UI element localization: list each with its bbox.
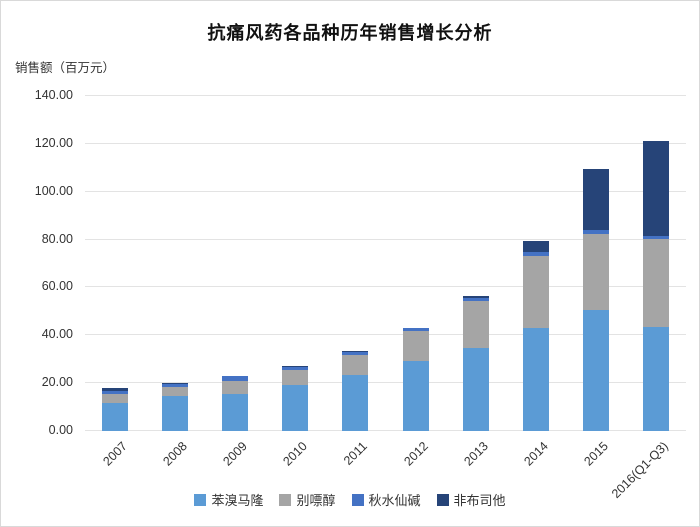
bar-segment-别嘌醇-2008 (162, 386, 189, 397)
bar-segment-非布司他-2008 (162, 383, 189, 384)
x-axis-label-2014: 2014 (521, 439, 551, 469)
gridline-y-120 (85, 142, 686, 144)
bar-segment-苯溴马隆-2013 (462, 347, 489, 431)
y-tick-label-80: 80.00 (41, 231, 73, 246)
gridline-y-20 (85, 382, 686, 384)
bar-segment-非布司他-2011 (342, 351, 369, 353)
x-axis-label-2010: 2010 (280, 439, 311, 469)
bar-segment-非布司他-2010 (282, 365, 309, 367)
gridline-y-100 (85, 190, 686, 192)
bar-2011 (342, 351, 369, 431)
x-axis-label-2008: 2008 (160, 439, 191, 469)
bar-segment-秋水仙碱-2010 (282, 366, 309, 370)
legend: 苯溴马隆 别嘌醇 秋水仙碱 非布司他 (1, 490, 699, 509)
x-axis-label-2015: 2015 (581, 439, 611, 469)
x-axis-label-2007: 2007 (100, 439, 130, 469)
bar-segment-别嘌醇-2010 (282, 369, 309, 386)
bar-segment-秋水仙碱-2008 (162, 383, 189, 387)
gridline-y-60 (85, 286, 686, 288)
gridline-y-40 (85, 334, 686, 336)
bar-segment-秋水仙碱-2015 (582, 230, 609, 235)
bar-segment-非布司他-2007 (102, 388, 129, 391)
bar-segment-苯溴马隆-2015 (582, 309, 609, 431)
bar-segment-苯溴马隆-2014 (522, 327, 549, 431)
bar-segment-非布司他-2015 (582, 168, 609, 231)
bar-segment-别嘌醇-2012 (402, 331, 429, 362)
legend-swatch-icon (194, 493, 207, 506)
bar-segment-苯溴马隆-2016(Q1-Q3) (642, 327, 669, 431)
bar-segment-苯溴马隆-2009 (222, 394, 249, 431)
legend-item-秋水仙碱: 秋水仙碱 (351, 490, 421, 509)
bar-2010 (282, 365, 309, 431)
bar-segment-别嘌醇-2016(Q1-Q3) (642, 239, 669, 328)
bar-segment-别嘌醇-2007 (102, 393, 129, 404)
bar-segment-苯溴马隆-2008 (162, 396, 189, 431)
legend-item-别嘌醇: 别嘌醇 (279, 490, 336, 509)
bar-segment-非布司他-2013 (462, 295, 489, 298)
legend-swatch-icon (351, 493, 364, 506)
gridline-y-80 (85, 238, 686, 240)
legend-swatch-icon (436, 493, 449, 506)
x-axis-label-2009: 2009 (220, 439, 251, 469)
bar-segment-秋水仙碱-2016(Q1-Q3) (642, 236, 669, 240)
bar-segment-苯溴马隆-2011 (342, 374, 369, 431)
gridline-y-0 (85, 430, 686, 431)
bar-segment-苯溴马隆-2010 (282, 385, 309, 431)
bar-2016(Q1-Q3) (642, 141, 669, 431)
x-axis-label-2011: 2011 (341, 439, 371, 468)
bar-segment-别嘌醇-2009 (222, 380, 249, 395)
legend-label: 别嘌醇 (296, 493, 336, 508)
bar-segment-非布司他-2016(Q1-Q3) (642, 141, 669, 236)
x-axis-label-2012: 2012 (400, 439, 431, 469)
bar-segment-秋水仙碱-2014 (522, 252, 549, 257)
bar-segment-秋水仙碱-2013 (462, 297, 489, 301)
y-tick-label-120: 120.00 (34, 135, 73, 150)
bar-2014 (522, 241, 549, 431)
legend-item-苯溴马隆: 苯溴马隆 (194, 490, 263, 509)
y-tick-label-40: 40.00 (41, 327, 73, 342)
y-tick-label-100: 100.00 (34, 183, 73, 198)
bar-segment-苯溴马隆-2012 (402, 361, 429, 431)
bar-segment-非布司他-2014 (522, 241, 549, 253)
y-tick-label-0: 0.00 (48, 423, 73, 437)
legend-item-非布司他: 非布司他 (436, 490, 506, 509)
y-tick-label-60: 60.00 (41, 279, 73, 294)
bar-segment-别嘌醇-2015 (582, 234, 609, 310)
bar-segment-别嘌醇-2011 (342, 354, 369, 375)
y-tick-label-140: 140.00 (34, 88, 73, 102)
legend-label: 秋水仙碱 (368, 493, 421, 508)
bar-2015 (582, 168, 609, 431)
x-axis-label-2013: 2013 (460, 439, 491, 469)
bar-segment-非布司他-2012 (402, 327, 429, 329)
legend-label: 非布司他 (453, 493, 506, 508)
bar-segment-别嘌醇-2014 (522, 256, 549, 328)
legend-label: 苯溴马隆 (211, 493, 264, 508)
bar-segment-秋水仙碱-2012 (402, 328, 429, 332)
plot-area (85, 95, 686, 431)
gridline-y-140 (85, 95, 686, 96)
bar-segment-苯溴马隆-2007 (102, 403, 129, 431)
legend-swatch-icon (279, 493, 292, 506)
bar-2009 (222, 376, 249, 431)
bar-2012 (402, 327, 429, 431)
y-axis-unit-label: 销售额（百万元） (15, 61, 116, 75)
chart-title: 抗痛风药各品种历年销售增长分析 (207, 23, 493, 43)
bar-segment-秋水仙碱-2007 (102, 390, 129, 394)
bar-2008 (162, 383, 189, 431)
bar-segment-别嘌醇-2013 (462, 300, 489, 348)
bar-segment-秋水仙碱-2009 (222, 376, 249, 381)
bar-segment-秋水仙碱-2011 (342, 352, 369, 355)
bar-2013 (462, 295, 489, 431)
bar-2007 (102, 388, 129, 431)
y-tick-label-20: 20.00 (41, 375, 73, 390)
